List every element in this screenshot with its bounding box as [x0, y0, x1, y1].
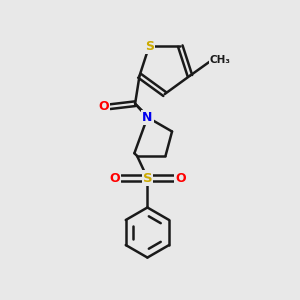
- Text: S: S: [145, 40, 154, 52]
- Text: N: N: [142, 111, 153, 124]
- Text: S: S: [142, 172, 152, 184]
- Text: O: O: [109, 172, 120, 184]
- Text: CH₃: CH₃: [209, 55, 230, 64]
- Text: O: O: [175, 172, 186, 184]
- Text: O: O: [98, 100, 109, 113]
